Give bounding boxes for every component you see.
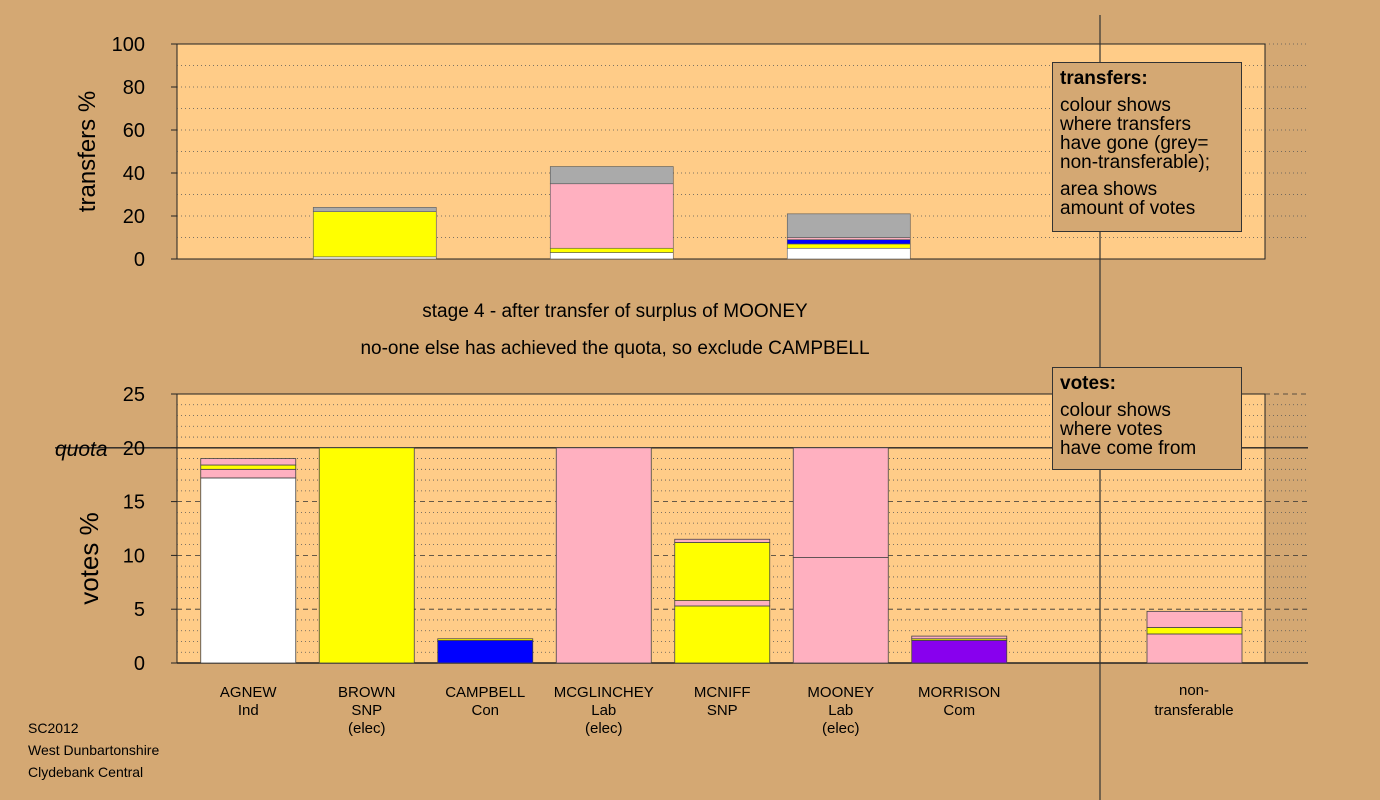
votes-y-tick-label: 15 [123, 492, 145, 514]
votes-legend-line: where votes [1060, 419, 1163, 440]
transfers-legend-line: amount of votes [1060, 198, 1196, 219]
vote-bar-segment [200, 458, 297, 466]
transfer-bar-segment [786, 237, 911, 240]
transfers-y-tick-label: 0 [134, 249, 145, 271]
quota-label: quota [55, 438, 108, 461]
nontransferable-label: transferable [1154, 702, 1233, 719]
transfer-bar-segment [786, 243, 911, 249]
vote-bar-segment [792, 557, 889, 664]
transfer-bar-segment [312, 256, 437, 260]
votes-y-tick-label: 25 [123, 384, 145, 406]
vote-bar-segment [792, 447, 889, 558]
candidate-party-label: Lab [828, 702, 853, 719]
candidate-name-label: CAMPBELL [445, 684, 525, 701]
candidate-party-label: Lab [591, 702, 616, 719]
votes-legend-line: have come from [1060, 438, 1197, 459]
transfer-bar-segment [549, 252, 674, 260]
votes-y-tick-label: 10 [123, 545, 145, 567]
candidate-name-label: MCGLINCHEY [554, 684, 654, 701]
vote-bar-segment [318, 447, 415, 664]
votes-y-axis-label: votes % [74, 512, 104, 605]
transfers-legend-line: colour shows [1060, 95, 1171, 116]
vote-bar-segment [437, 640, 534, 664]
candidate-name-label: BROWN [338, 684, 396, 701]
transfer-bar-segment [312, 211, 437, 258]
transfers-y-tick-label: 40 [123, 163, 145, 185]
transfer-bar-segment [312, 207, 437, 212]
vote-bar-segment [200, 464, 297, 470]
nontransferable-label: non- [1179, 682, 1209, 699]
vote-bar-segment [1146, 627, 1243, 635]
vote-bar-segment [1146, 610, 1243, 628]
vote-bar-segment [911, 640, 1008, 664]
vote-bar-segment [200, 477, 297, 664]
candidate-party-label: SNP [351, 702, 382, 719]
vote-bar-segment [911, 635, 1008, 640]
candidate-party-label: Ind [238, 702, 259, 719]
vote-bar-segment [555, 447, 652, 664]
vote-bar-segment [674, 600, 771, 607]
transfer-bar-segment [549, 166, 674, 185]
transfers-legend: transfers: colour shows where transfers … [1052, 62, 1242, 232]
votes-y-tick-label: 20 [123, 438, 145, 460]
transfers-legend-line: non-transferable); [1060, 152, 1210, 173]
vote-bar-segment [1146, 633, 1243, 664]
transfer-bar-segment [786, 239, 911, 245]
candidate-name-label: AGNEW [220, 684, 278, 701]
votes-legend-line: colour shows [1060, 400, 1171, 421]
transfer-bar-segment [786, 247, 911, 260]
footer-line-3: Clydebank Central [28, 764, 144, 780]
candidate-elected-label: (elec) [822, 720, 860, 737]
transfers-y-axis-label: transfers % [74, 91, 101, 212]
transfers-y-tick-label: 20 [123, 206, 145, 228]
candidate-party-label: SNP [707, 702, 738, 719]
candidate-elected-label: (elec) [348, 720, 386, 737]
candidate-name-label: MORRISON [918, 684, 1001, 701]
candidate-name-label: MCNIFF [694, 684, 751, 701]
candidate-name-label: MOONEY [807, 684, 874, 701]
vote-bar-segment [674, 538, 771, 543]
transfer-bar-segment [549, 247, 674, 253]
vote-bar-segment [437, 638, 534, 641]
footer-line-2: West Dunbartonshire [28, 742, 160, 758]
candidate-party-label: Con [471, 702, 499, 719]
candidate-party-label: Com [943, 702, 975, 719]
action-caption: no-one else has achieved the quota, so e… [360, 338, 870, 359]
votes-y-tick-label: 0 [134, 653, 145, 675]
candidate-elected-label: (elec) [585, 720, 623, 737]
stage-caption: stage 4 - after transfer of surplus of M… [422, 301, 808, 322]
transfers-legend-line: have gone (grey= [1060, 133, 1209, 154]
transfers-y-tick-label: 60 [123, 120, 145, 142]
transfers-legend-line: where transfers [1060, 114, 1191, 135]
votes-y-tick-label: 5 [134, 599, 145, 621]
transfers-y-tick-label: 100 [112, 34, 145, 56]
transfers-legend-title: transfers: [1060, 68, 1148, 89]
votes-legend: votes: colour shows where votes have com… [1052, 367, 1242, 470]
transfers-y-tick-label: 80 [123, 77, 145, 99]
vote-bar-segment [674, 542, 771, 601]
footer-line-1: SC2012 [28, 720, 79, 736]
votes-legend-title: votes: [1060, 373, 1116, 394]
transfer-bar-segment [786, 213, 911, 238]
vote-bar-segment [674, 605, 771, 664]
vote-bar-segment [200, 468, 297, 479]
transfer-bar-segment [549, 183, 674, 249]
transfers-legend-line: area shows [1060, 179, 1158, 200]
